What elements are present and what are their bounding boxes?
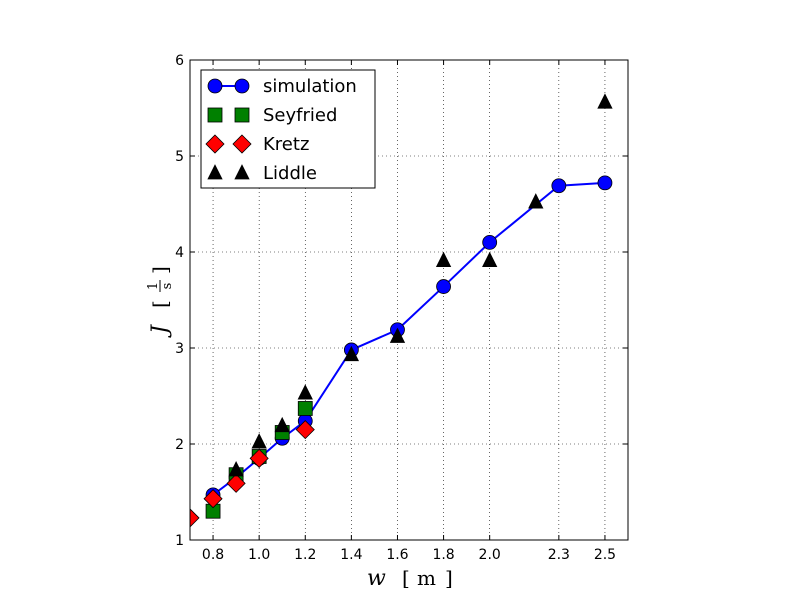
data-point-kretz xyxy=(203,489,223,509)
y-tick-label: 6 xyxy=(175,53,184,69)
data-point-simulation xyxy=(482,234,498,250)
legend-entry-liddle: Liddle xyxy=(207,163,317,184)
data-point-simulation xyxy=(436,279,451,294)
x-axis-label: w [ m ] xyxy=(367,566,453,591)
data-point-liddle xyxy=(251,433,267,449)
y-axis-unit-denominator: s xyxy=(160,283,175,290)
y-tick-label: 5 xyxy=(175,149,184,165)
x-axis-symbol: w xyxy=(367,566,386,591)
legend-marker-kretz xyxy=(205,134,225,154)
data-point-liddle xyxy=(297,384,313,400)
y-tick-label: 1 xyxy=(175,533,184,549)
x-tick-label: 1.6 xyxy=(386,547,408,563)
x-axis-bracket-close: ] xyxy=(445,566,453,590)
data-point-liddle xyxy=(482,251,498,268)
y-axis-unit-numerator: 1 xyxy=(146,282,161,290)
y-axis-symbol: J xyxy=(148,324,173,338)
legend-marker-seyfried xyxy=(207,107,223,123)
series-simulation xyxy=(205,175,613,503)
y-tick-label: 2 xyxy=(175,437,184,453)
data-point-simulation xyxy=(597,175,613,191)
legend-marker-liddle xyxy=(207,164,223,180)
x-tick-label: 2.0 xyxy=(479,547,501,563)
data-point-liddle xyxy=(435,251,452,268)
x-tick-label: 2.3 xyxy=(548,547,570,563)
legend-label-simulation: simulation xyxy=(263,76,357,97)
data-point-kretz xyxy=(190,508,200,528)
legend-entry-simulation: simulation xyxy=(207,76,357,97)
legend-marker-kretz xyxy=(232,134,252,154)
legend-marker-liddle xyxy=(234,164,250,180)
legend-entry-seyfried: Seyfried xyxy=(207,105,337,126)
x-tick-label: 2.5 xyxy=(594,547,616,563)
series-line-simulation xyxy=(212,181,606,496)
legend-marker-seyfried xyxy=(234,107,250,123)
y-axis-label: J [ 1 s ] xyxy=(146,266,175,338)
legend-box xyxy=(200,69,376,189)
y-tick-label: 4 xyxy=(175,245,184,261)
y-axis-bracket-open: [ xyxy=(148,300,172,308)
legend-marker-simulation xyxy=(234,78,250,94)
x-tick-label: 0.8 xyxy=(202,547,224,563)
data-point-liddle xyxy=(597,93,613,109)
data-point-liddle xyxy=(228,461,244,477)
series-liddle xyxy=(228,93,613,477)
data-point-seyfried xyxy=(297,401,313,416)
legend-label-seyfried: Seyfried xyxy=(263,105,337,126)
x-axis-unit: m xyxy=(417,566,436,590)
plot-frame xyxy=(189,59,629,541)
x-tick-label: 1.0 xyxy=(248,547,270,563)
x-tick-label: 1.8 xyxy=(432,547,454,563)
y-axis-bracket-close: ] xyxy=(148,266,172,274)
data-point-kretz xyxy=(295,420,315,440)
data-point-liddle xyxy=(343,345,360,362)
data-point-simulation xyxy=(551,178,567,194)
legend-marker-simulation xyxy=(207,78,223,94)
x-tick-label: 1.2 xyxy=(294,547,316,563)
axis-ticks: 0.8 1.0 1.2 1.4 1.6 1.8 2.0 2.3 2.5 1 2 3 4 5 6 xyxy=(175,53,628,563)
data-point-liddle xyxy=(389,327,406,343)
data-point-kretz xyxy=(226,473,246,493)
series-kretz xyxy=(190,420,315,528)
legend-label-kretz: Kretz xyxy=(263,134,309,155)
plot-series xyxy=(190,93,613,528)
data-point-liddle xyxy=(274,416,290,433)
data-point-kretz xyxy=(249,448,269,468)
legend: simulation Seyfried Kretz Liddle xyxy=(200,69,376,189)
x-axis-bracket-open: [ xyxy=(402,566,410,590)
data-point-liddle xyxy=(528,193,544,209)
y-tick-label: 3 xyxy=(175,341,184,357)
legend-entry-kretz: Kretz xyxy=(205,134,309,155)
x-tick-label: 1.4 xyxy=(340,547,362,563)
legend-label-liddle: Liddle xyxy=(263,163,317,184)
